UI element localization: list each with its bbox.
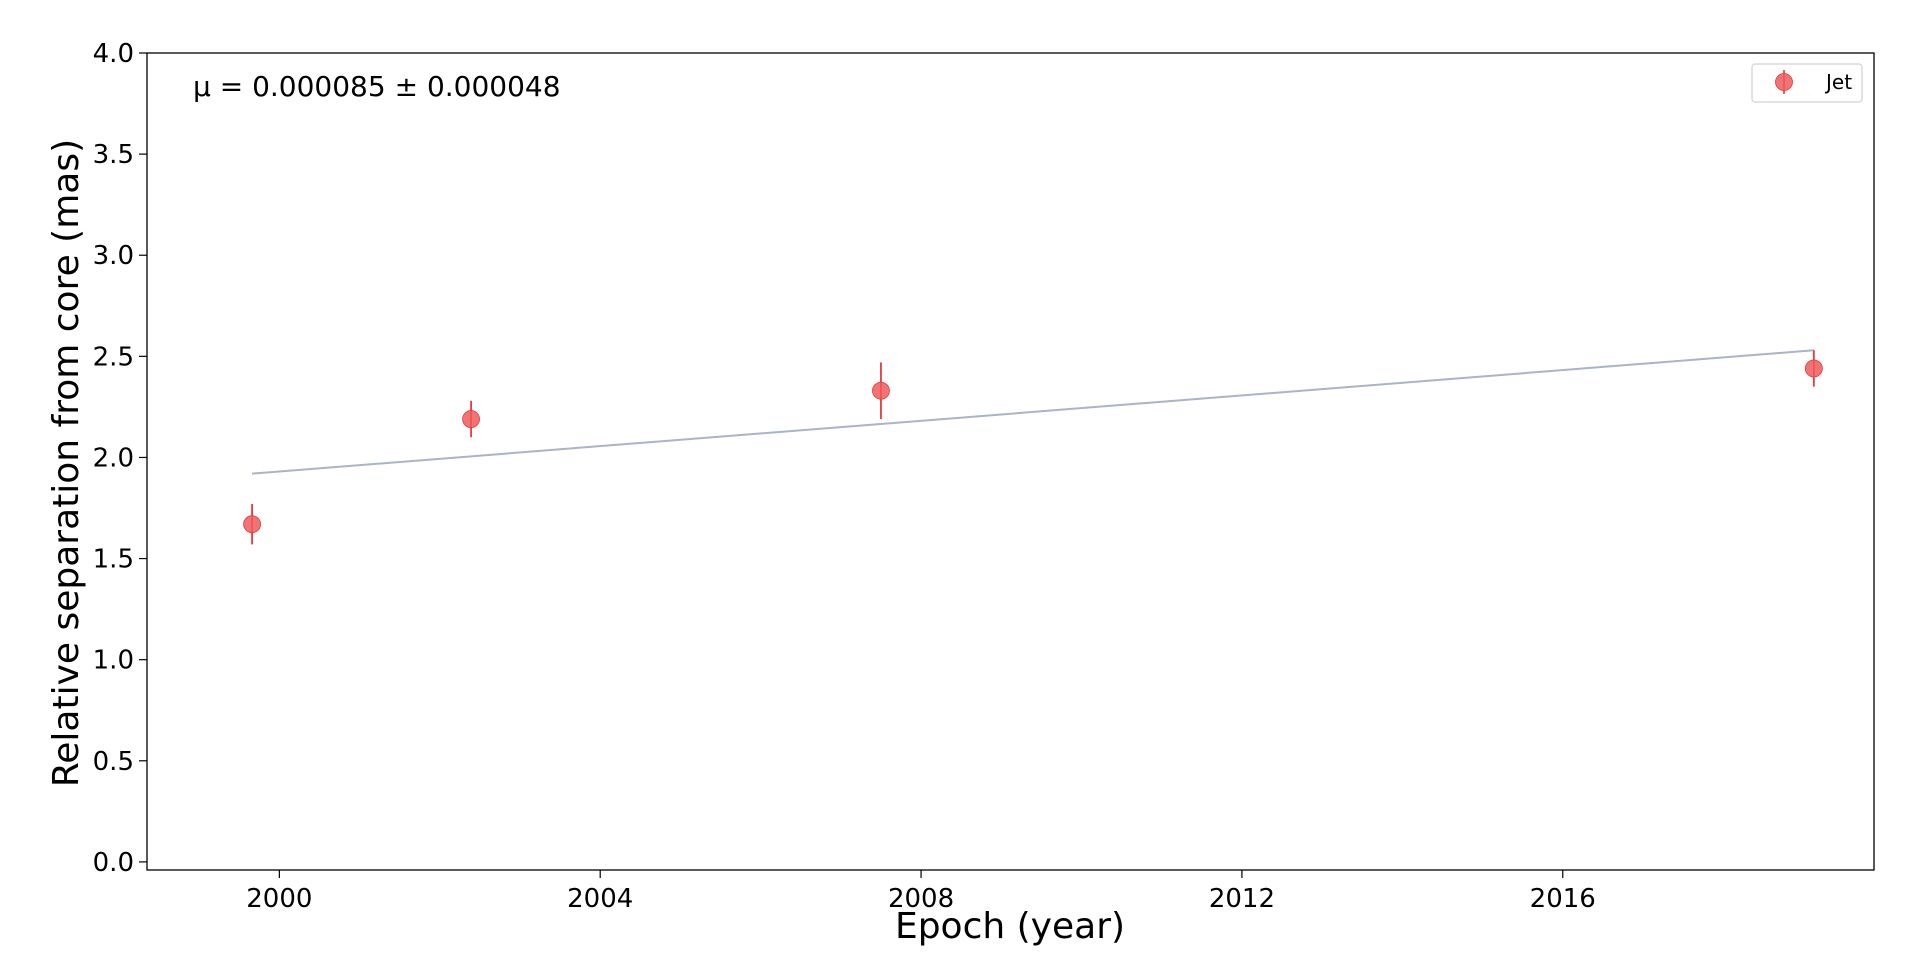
y-tick-label-0: 0.0 — [93, 848, 134, 878]
x-tick-label-2008: 2008 — [888, 884, 954, 914]
x-tick-label-2004: 2004 — [567, 884, 633, 914]
points-layer — [243, 350, 1823, 545]
axes-layer: 2000 2004 2008 2012 2016 0.0 0.5 1.0 1.5 2.0 2.5 3.… — [93, 39, 1875, 914]
labels-layer: Epoch (year) Relative separation from co… — [46, 70, 1125, 947]
x-axis-title: Epoch (year) — [895, 906, 1125, 947]
y-axis-title: Relative separation from core (mas) — [46, 139, 87, 787]
fit-line — [252, 349, 1814, 475]
y-tick-label-3.5: 3.5 — [93, 140, 134, 170]
y-tick-label-2: 2.0 — [93, 443, 134, 473]
y-tick-label-1: 1.0 — [93, 646, 134, 676]
fit-layer — [252, 349, 1814, 475]
x-tick-label-2016: 2016 — [1530, 884, 1596, 914]
y-tick-label-0.5: 0.5 — [93, 747, 134, 777]
legend-box — [1751, 63, 1863, 103]
data-point-2 — [872, 381, 890, 400]
legend: Jet — [1751, 63, 1863, 103]
x-tick-label-2000: 2000 — [246, 884, 312, 914]
fit-annotation: μ = 0.000085 ± 0.000048 — [193, 70, 561, 103]
x-tick-label-2012: 2012 — [1209, 884, 1275, 914]
legend-label: Jet — [1824, 70, 1852, 94]
data-point-3 — [1804, 359, 1823, 378]
y-tick-label-4: 4.0 — [93, 39, 134, 69]
y-tick-label-2.5: 2.5 — [93, 342, 134, 372]
y-tick-label-1.5: 1.5 — [93, 545, 134, 575]
data-point-1 — [462, 410, 480, 428]
legend-marker — [1775, 73, 1793, 91]
data-point-0 — [243, 515, 261, 534]
y-tick-label-3: 3.0 — [93, 241, 134, 271]
plot-frame — [146, 52, 1875, 871]
